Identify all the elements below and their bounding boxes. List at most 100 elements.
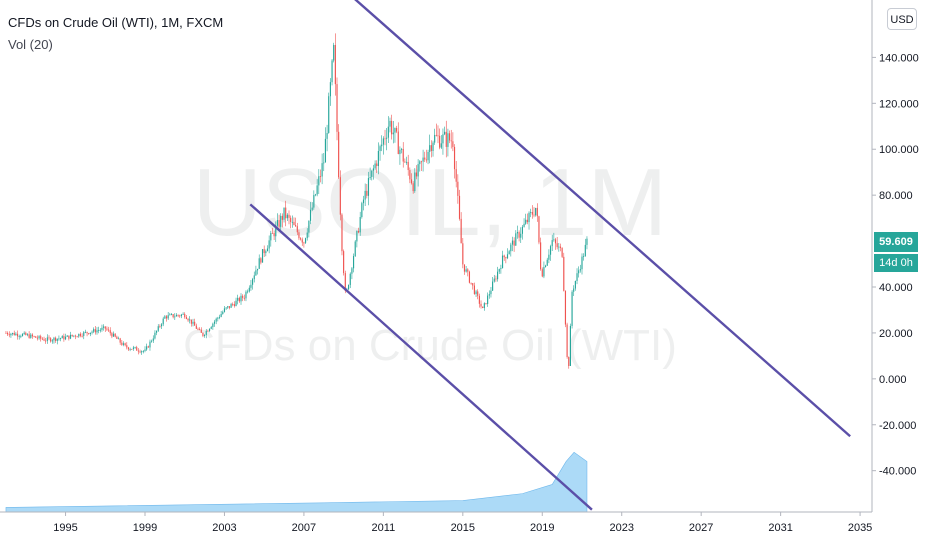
candle-body — [392, 132, 394, 135]
candle-body — [58, 338, 60, 340]
candle-body — [364, 190, 366, 200]
candle-body — [412, 183, 414, 192]
candle-body — [460, 218, 462, 244]
candle-body — [308, 220, 310, 233]
candle-body — [7, 332, 9, 335]
watermark-symbol: USOIL, 1M — [193, 149, 668, 256]
candle-body — [538, 216, 540, 243]
candle-body — [225, 307, 227, 309]
candle-body — [374, 163, 376, 169]
candle-body — [8, 334, 10, 336]
candle-body — [480, 303, 482, 307]
candle-body — [482, 306, 484, 309]
y-tick-label: 140.000 — [879, 52, 919, 64]
candle-body — [255, 270, 257, 276]
y-tick-label: 40.000 — [879, 282, 913, 294]
candle-body — [462, 243, 464, 265]
candle-body — [199, 329, 201, 331]
candle-body — [89, 332, 91, 335]
candle-body — [200, 329, 202, 333]
candle-body — [28, 334, 30, 338]
candle-body — [21, 334, 24, 337]
candle-body — [400, 148, 403, 150]
candle-body — [126, 345, 128, 348]
candle-body — [566, 324, 568, 358]
candle-body — [139, 351, 141, 353]
volume-fill — [5, 451, 588, 513]
candle-body — [266, 248, 269, 252]
candle-body — [195, 325, 197, 329]
candle-body — [76, 336, 78, 338]
candle-body — [303, 242, 305, 244]
candle-body — [467, 269, 469, 272]
candle-body — [427, 151, 429, 161]
candle-body — [40, 336, 42, 339]
candle-body — [117, 338, 120, 340]
candle-body — [316, 185, 318, 195]
candle-body — [535, 207, 537, 216]
candle-body — [326, 132, 328, 139]
candle-body — [468, 271, 471, 283]
candle-body — [78, 333, 80, 337]
candle-body — [422, 157, 424, 162]
candle-body — [237, 297, 239, 301]
candle-body — [175, 314, 178, 317]
candle-body — [569, 325, 571, 366]
candle-body — [319, 176, 322, 178]
candle-body — [169, 314, 171, 316]
candle-body — [242, 295, 244, 298]
y-tick-label: 100.000 — [879, 144, 919, 156]
candle-body — [61, 336, 63, 339]
candle-body — [409, 170, 411, 180]
candle-body — [83, 332, 85, 336]
candle-body — [285, 207, 287, 219]
candle-body — [559, 246, 562, 248]
price-scale-bg[interactable] — [872, 0, 932, 550]
candle-body — [563, 256, 565, 291]
last-price-tag: 59.609 — [874, 231, 918, 252]
candle-body — [492, 281, 494, 291]
channel-upper-line[interactable] — [304, 0, 851, 438]
trend-channel[interactable] — [249, 0, 851, 511]
candle-body — [402, 148, 404, 162]
candle-body — [53, 337, 55, 341]
time-scale-bg[interactable] — [0, 512, 932, 550]
candle-body — [101, 327, 103, 330]
candle-body — [245, 291, 247, 299]
candle-body — [397, 131, 399, 155]
volume-indicator-label[interactable]: Vol (20) — [8, 37, 53, 52]
candle-body — [260, 258, 262, 263]
currency-button[interactable]: USD — [887, 8, 917, 30]
candle-body — [210, 327, 212, 329]
candle-body — [344, 273, 346, 291]
candle-body — [218, 316, 221, 318]
candle-body — [63, 336, 65, 340]
candle-body — [384, 138, 386, 140]
candle-body — [96, 330, 98, 333]
candle-body — [71, 334, 73, 337]
candle-body — [379, 146, 381, 151]
candle-body — [429, 145, 431, 152]
candle-body — [445, 131, 447, 147]
candle-body — [220, 313, 222, 317]
candle-body — [328, 96, 330, 133]
candle-body — [440, 143, 442, 148]
candle-body — [12, 332, 14, 334]
candle-body — [112, 333, 115, 337]
candle-body — [455, 169, 457, 182]
candle-body — [99, 329, 101, 331]
candle-body — [114, 333, 116, 337]
candle-body — [263, 249, 265, 254]
candle-body — [190, 319, 192, 324]
candle-body — [343, 251, 345, 274]
candle-body — [137, 350, 139, 352]
y-tick-label: -40.000 — [879, 466, 916, 478]
channel-lower-line[interactable] — [249, 203, 593, 511]
candle-body — [541, 269, 543, 277]
candle-body — [189, 319, 191, 321]
candle-body — [64, 336, 67, 340]
symbol-title[interactable]: CFDs on Crude Oil (WTI), 1M, FXCM — [8, 15, 224, 30]
candle-body — [170, 314, 173, 315]
